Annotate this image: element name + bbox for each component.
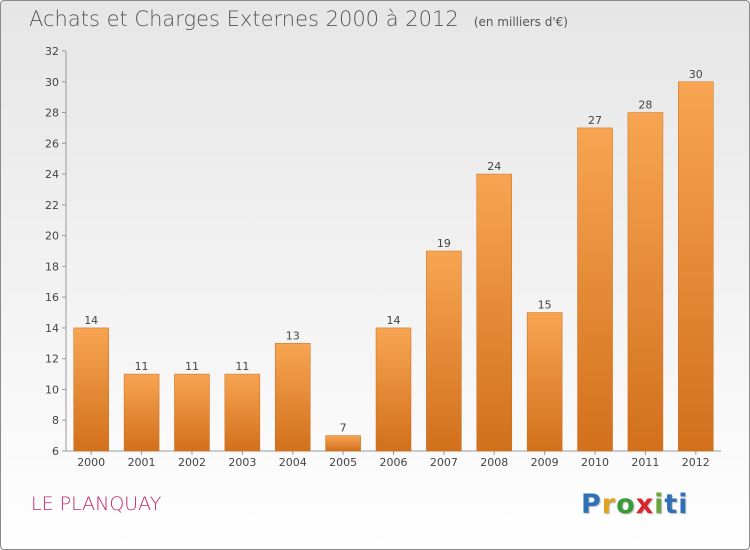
y-tick-label: 30 [45, 76, 59, 89]
y-tick-label: 26 [45, 137, 59, 150]
y-tick-label: 22 [45, 199, 59, 212]
y-tick-label: 10 [45, 383, 59, 396]
bar-value-label: 11 [135, 360, 149, 373]
y-tick-label: 18 [45, 260, 59, 273]
logo-letter: ti [664, 489, 689, 520]
bar-value-label: 14 [84, 314, 98, 327]
x-tick-label: 2005 [329, 456, 357, 469]
bar-value-label: 24 [487, 160, 501, 173]
logo-letter: i [654, 489, 665, 520]
bar [426, 250, 462, 452]
y-tick-label: 24 [45, 168, 59, 181]
logo-letter: r [601, 489, 617, 520]
commune-name: LE PLANQUAY [31, 493, 162, 515]
x-tick-label: 2008 [480, 456, 508, 469]
bar-value-label: 30 [689, 68, 703, 81]
y-tick-label: 14 [45, 322, 59, 335]
bar [174, 373, 210, 452]
y-tick-label: 20 [45, 230, 59, 243]
bar-value-label: 27 [588, 114, 602, 127]
y-tick-label: 28 [45, 107, 59, 120]
bar-value-label: 11 [235, 360, 249, 373]
x-tick-label: 2010 [581, 456, 609, 469]
bar [73, 327, 109, 452]
x-tick-label: 2007 [430, 456, 458, 469]
chart-unit: (en milliers d'€) [473, 15, 568, 29]
bar [577, 127, 613, 452]
y-tick-label: 32 [45, 45, 59, 58]
bar [678, 81, 714, 452]
chart-labels: 14 2000 11 2001 11 2002 11 2003 13 2004 7 2005 14 200… [77, 68, 710, 469]
logo-letter: o [616, 489, 636, 520]
bar-value-label: 11 [185, 360, 199, 373]
x-tick-label: 2004 [279, 456, 307, 469]
chart-axes: 6 8 10 12 14 16 18 20 22 24 26 28 30 32 [45, 45, 721, 458]
y-tick-label: 8 [52, 414, 59, 427]
chart-title: Achats et Charges Externes 2000 à 2012 [29, 7, 459, 31]
x-tick-label: 2001 [128, 456, 156, 469]
logo-letter: P [581, 489, 602, 520]
bar [274, 343, 311, 452]
bar [476, 173, 513, 452]
y-tick-label: 6 [52, 445, 59, 458]
x-tick-label: 2002 [178, 456, 206, 469]
bar-value-label: 14 [387, 314, 401, 327]
bar-value-label: 13 [286, 329, 300, 342]
x-tick-label: 2009 [531, 456, 559, 469]
bar [325, 435, 361, 452]
x-tick-label: 2011 [631, 456, 659, 469]
x-tick-label: 2006 [380, 456, 408, 469]
chart-title-group: Achats et Charges Externes 2000 à 2012 (… [29, 7, 568, 31]
x-tick-label: 2000 [77, 456, 105, 469]
logo-letter: x [635, 489, 655, 520]
x-tick-label: 2003 [228, 456, 256, 469]
bar [123, 373, 160, 452]
bar-value-label: 7 [340, 422, 347, 435]
bar-value-label: 15 [538, 299, 552, 312]
y-tick-label: 16 [45, 291, 59, 304]
proxiti-logo[interactable]: Proxiti [581, 489, 689, 520]
chart-bars [73, 81, 714, 452]
bar-value-label: 28 [638, 99, 652, 112]
x-tick-label: 2012 [682, 456, 710, 469]
bar [375, 327, 412, 452]
bar [224, 373, 261, 452]
bar-value-label: 19 [437, 237, 451, 250]
bar [627, 112, 664, 452]
bar [526, 312, 563, 452]
y-tick-label: 12 [45, 353, 59, 366]
